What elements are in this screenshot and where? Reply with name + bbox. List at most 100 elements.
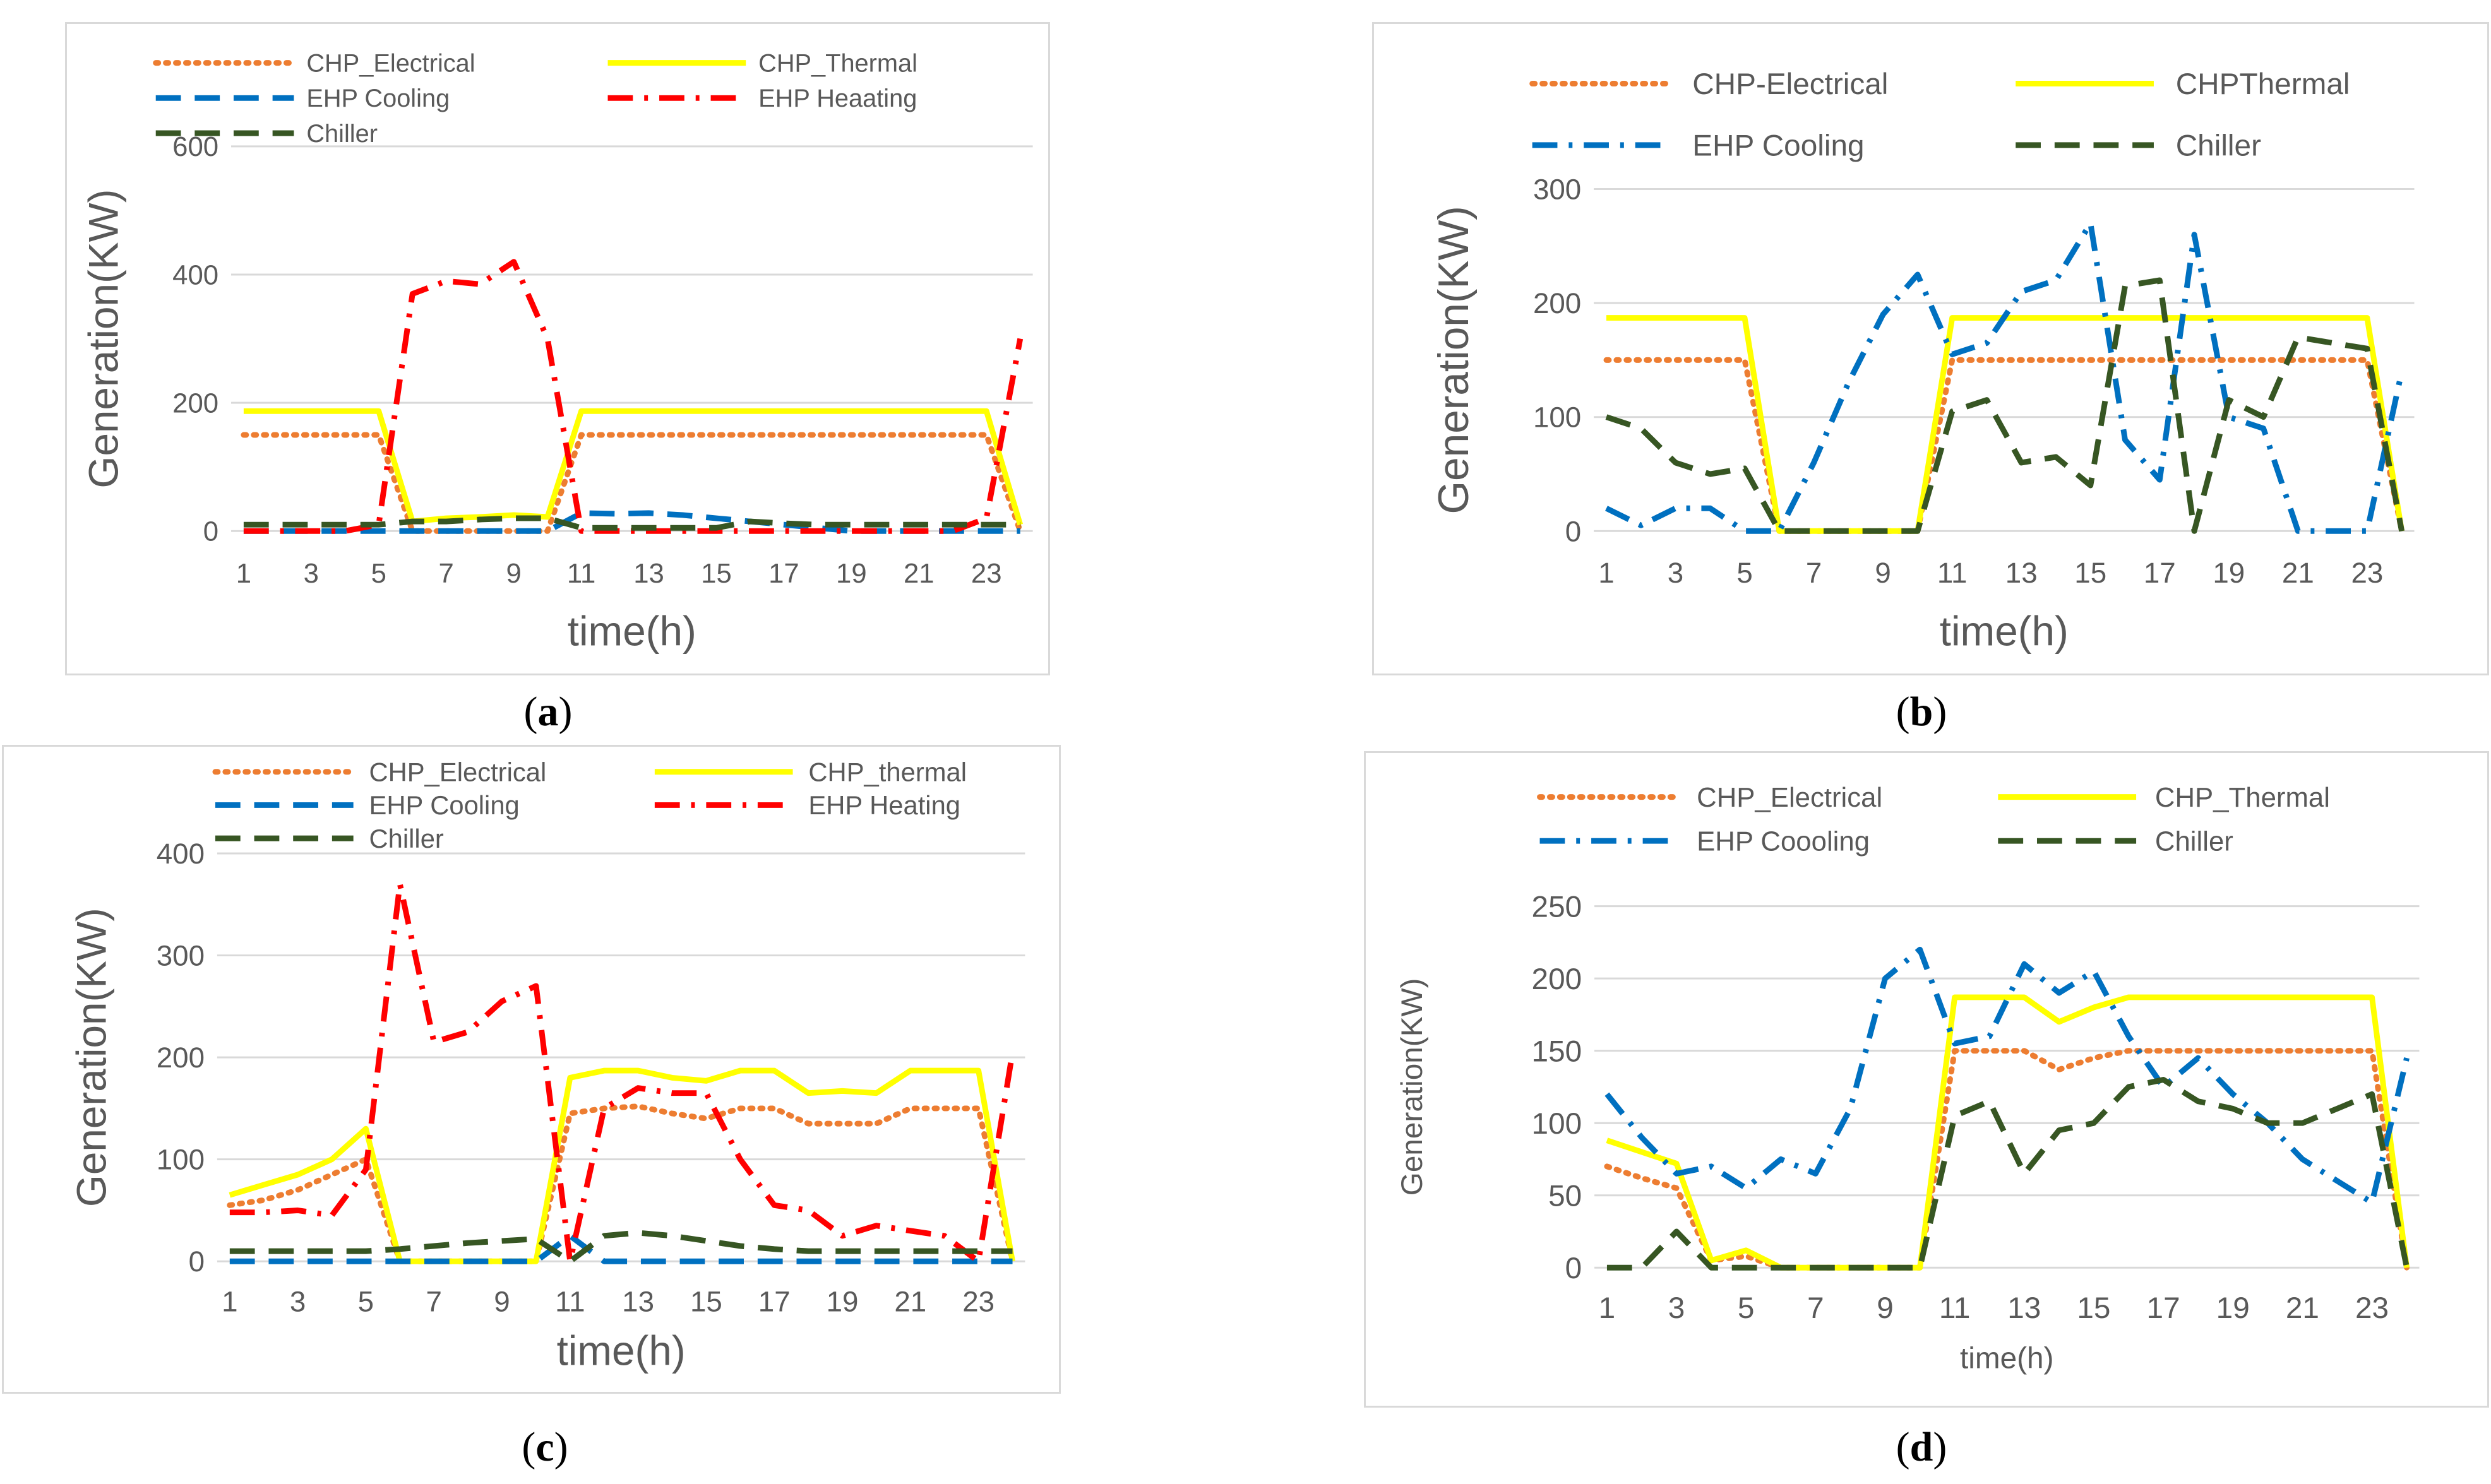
x-tick-label: 3 [304,558,319,589]
x-tick-label: 23 [971,558,1002,589]
x-tick-label: 15 [2074,557,2106,589]
caption-c: (c) [522,1424,568,1470]
x-tick-label: 7 [1807,1291,1824,1325]
y-tick-label: 200 [1533,287,1581,319]
x-tick-label: 11 [1937,557,1967,589]
x-tick-label: 19 [2216,1291,2250,1325]
x-tick-label: 5 [358,1286,374,1318]
x-tick-label: 11 [567,558,595,589]
legend-label: CHP_Electrical [369,757,547,787]
legend-label: CHP_Thermal [758,50,917,78]
legend-label: Chiller [369,824,444,853]
y-tick-label: 100 [1532,1107,1582,1141]
x-tick-label: 5 [371,558,386,589]
x-tick-label: 7 [1806,557,1822,589]
x-tick-label: 5 [1736,557,1752,589]
x-tick-label: 9 [506,558,522,589]
chart-panel-b: 0 100 200 300 1 3 5 7 9 11 13 15 17 19 21 23 Generation(… [1372,22,2489,675]
x-tick-label: 17 [2144,557,2176,589]
x-tick-label: 1 [236,558,251,589]
y-tick-label: 100 [1533,401,1581,434]
legend-label: EHP Coooling [1697,826,1870,857]
x-tick-label: 19 [2213,557,2245,589]
y-tick-label: 150 [1532,1035,1582,1068]
y-tick-label: 200 [172,388,218,418]
legend-label: EHP Heating [808,790,960,820]
x-tick-label: 7 [426,1286,441,1318]
legend-entry: CHP_Electrical [153,50,475,78]
legend-label: CHP_Thermal [2155,782,2330,813]
legend-entry: Chiller [1998,826,2233,857]
legend-label: EHP Cooling [1692,129,1864,163]
series-line-chpthermal [1606,315,2405,534]
y-tick-label: 300 [1533,173,1581,205]
x-tick-label: 21 [2282,557,2314,589]
x-tick-label: 19 [836,558,867,589]
y-tick-label: 400 [157,838,205,870]
series-line-chiller [1606,1077,2410,1271]
x-tick-label: 9 [494,1286,510,1318]
x-tick-label: 23 [962,1286,995,1318]
legend-entry: Chiller [155,120,378,148]
x-tick-label: 9 [1875,557,1891,589]
legend-label: CHP-Electrical [1692,68,1888,101]
x-tick-label: 1 [1599,1291,1616,1325]
y-tick-label: 600 [172,131,218,162]
x-tick-label: 13 [2007,1291,2041,1325]
series-line-chp-electrical [1604,1048,2410,1271]
x-tick-label: 21 [904,558,935,589]
series-line-chp-thermal [243,408,1024,526]
legend-label: EHP Heaating [758,85,917,112]
series-line-ehp-cooling [243,510,1020,534]
x-tick-label: 19 [827,1286,859,1318]
legend-label: Chiller [2155,826,2233,857]
series-line-ehp-cooling [1605,220,2405,534]
legend-entry: CHP_Electrical [1537,782,1882,813]
x-tick-label: 17 [2147,1291,2180,1325]
legend-entry: Chiller [2016,129,2261,163]
y-tick-label: 0 [1565,1252,1582,1285]
x-tick-label: 3 [290,1286,306,1318]
legend-label: CHP_thermal [808,757,967,787]
legend-label: Chiller [306,120,378,148]
x-tick-label: 15 [701,558,732,589]
series-line-chp-thermal [1606,994,2410,1271]
legend-label: EHP Cooling [369,790,520,820]
x-axis-label: time(h) [557,1327,686,1374]
series-line-ehp-heaating [243,259,1024,534]
x-tick-label: 11 [555,1286,585,1318]
legend-entry: CHP_thermal [654,757,967,787]
legend-entry: CHP_Electrical [212,757,547,787]
x-tick-label: 5 [1738,1291,1755,1325]
x-tick-label: 9 [1877,1291,1894,1325]
legend-entry: CHP_Thermal [607,50,917,78]
legend-entry: CHPThermal [2016,68,2350,101]
chart-panel-d: 0 50 100 150 200 250 1 3 5 7 9 11 13 15 17 19 21 23 Genera… [1364,751,2489,1408]
x-tick-label: 17 [768,558,799,589]
x-axis-label: time(h) [568,608,696,654]
legend-label: CHPThermal [2176,68,2350,101]
y-tick-label: 0 [203,516,218,547]
x-tick-label: 17 [758,1286,791,1318]
caption-d: (d) [1896,1424,1947,1470]
legend-entry: EHP Coooling [1539,826,1870,857]
series-line-chp-electrical [227,1103,1016,1264]
caption-a: (a) [523,689,573,735]
y-tick-label: 0 [1565,515,1581,547]
series-line-chiller [243,515,1020,531]
legend-entry: EHP Cooling [215,790,520,820]
y-tick-label: 200 [157,1042,205,1074]
series-line-chiller [229,1230,1013,1264]
y-tick-label: 300 [157,940,205,972]
x-tick-label: 7 [439,558,454,589]
y-axis-label: Generation(KW) [1430,206,1478,514]
caption-b: (b) [1896,689,1947,735]
x-tick-label: 11 [1939,1291,1971,1325]
y-axis-label: Generation(KW) [1395,978,1429,1196]
x-tick-label: 1 [1598,557,1614,589]
y-tick-label: 100 [157,1144,205,1176]
x-tick-label: 15 [2077,1291,2110,1325]
